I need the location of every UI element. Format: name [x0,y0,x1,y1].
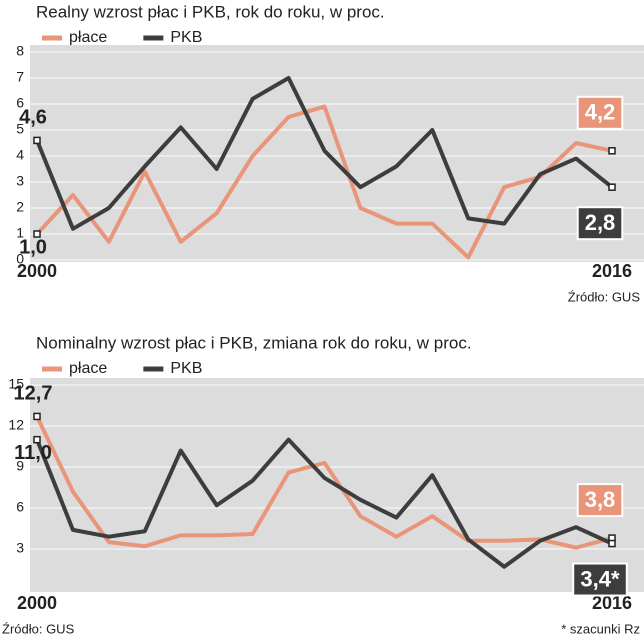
value-label-box [576,206,624,241]
point-marker [33,136,41,145]
value-label: 4,6 [19,107,47,129]
point-marker [33,412,41,421]
value-label: 3,4* [580,566,620,591]
point-marker [33,435,41,444]
y-tick-label: 3 [16,173,24,189]
value-label: 12,7 [14,383,53,405]
point-marker [608,183,616,191]
y-tick-label: 4 [16,147,24,163]
y-tick-label: 8 [16,43,24,59]
value-label: 3,8 [585,487,616,512]
y-tick-label: 6 [16,95,24,111]
y-tick-label: 6 [16,499,24,515]
value-label-box [572,562,628,597]
series-line [35,415,613,550]
value-label-box [576,483,624,518]
y-tick-label: 0 [16,251,24,267]
y-tick-label: 7 [16,69,24,85]
y-tick-label: 15 [8,376,24,392]
chart-title: Nominalny wzrost płac i PKB, zmiana rok … [36,333,472,352]
y-tick-label: 5 [16,121,24,137]
footnote: * szacunki Rz [561,621,640,636]
x-tick-label: 2016 [592,261,632,281]
series-line [35,104,613,260]
value-label: 4,2 [585,100,616,125]
value-label: 2,8 [585,210,616,235]
legend-label: PKB [170,29,202,46]
value-label-box [576,95,624,130]
point-marker [33,230,41,238]
y-tick-label: 9 [16,458,24,474]
point-marker [608,539,616,548]
y-tick-label: 2 [16,199,24,215]
y-tick-label: 3 [16,540,24,556]
source: Źródło: GUS [2,621,75,636]
y-tick-label: 12 [8,417,24,433]
legend-label: płace [69,360,107,377]
x-tick-label: 2000 [17,261,57,281]
chart-title: Realny wzrost płac i PKB, rok do roku, w… [36,2,385,21]
legend-label: PKB [170,360,202,377]
value-label: 11,0 [14,442,52,464]
point-marker [608,147,616,155]
x-tick-label: 2016 [592,593,632,613]
plot-background [30,45,644,262]
x-tick-label: 2000 [17,593,57,613]
series-line [35,437,613,569]
source: Źródło: GUS [568,289,641,304]
series-line [35,76,614,231]
value-label: 1,0 [19,236,47,258]
legend-label: płace [69,29,107,46]
y-tick-label: 1 [16,225,24,241]
